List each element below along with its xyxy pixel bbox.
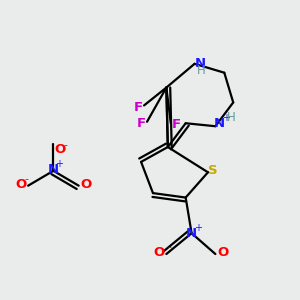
Text: F: F [134,101,143,114]
Text: -: - [63,140,67,151]
Text: H: H [197,64,206,77]
Text: +: + [55,159,63,169]
Text: N: N [186,227,197,240]
Text: O: O [154,246,165,259]
Text: S: S [208,164,218,177]
Text: O: O [80,178,92,191]
Text: O: O [217,246,228,259]
Text: O: O [54,143,66,156]
Text: +: + [222,113,230,124]
Text: +: + [194,223,202,233]
Text: O: O [15,178,27,191]
Text: N: N [214,117,225,130]
Text: H: H [226,111,235,124]
Text: N: N [48,163,59,176]
Text: N: N [195,57,206,70]
Text: F: F [172,118,181,131]
Text: -: - [25,174,29,184]
Text: -: - [167,242,171,253]
Text: F: F [137,117,146,130]
